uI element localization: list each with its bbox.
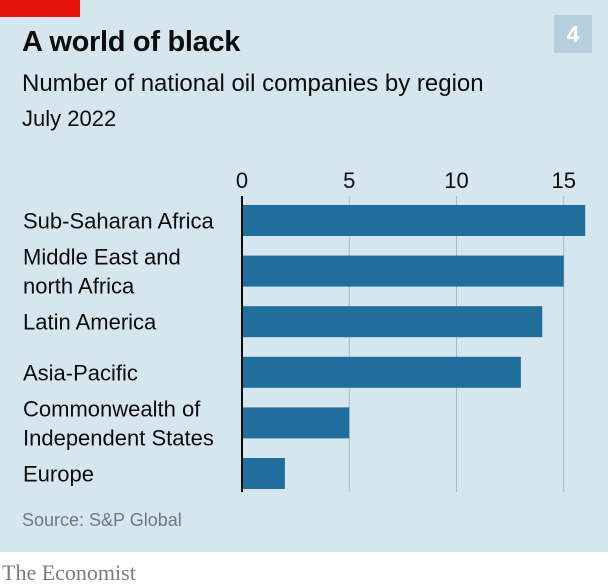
category-label: Independent States [23, 425, 214, 450]
bar [242, 255, 564, 287]
category-label: Asia-Pacific [23, 360, 138, 385]
chart-number-badge: 4 [554, 15, 592, 53]
bar [242, 356, 521, 388]
category-label: Europe [23, 462, 94, 487]
category-label: Middle East and [23, 245, 181, 270]
brand-red-tag [0, 0, 80, 17]
category-label: Latin America [23, 310, 157, 335]
chart-subtitle: Number of national oil companies by regi… [22, 70, 484, 97]
category-label: north Africa [23, 274, 135, 299]
x-tick-label: 15 [552, 168, 576, 193]
publisher-logo: The Economist [2, 560, 136, 585]
category-label: Sub-Saharan Africa [23, 209, 215, 234]
chart-title: A world of black [22, 26, 241, 58]
x-tick-label: 10 [444, 168, 468, 193]
x-tick-label: 0 [236, 168, 248, 193]
source-note: Source: S&P Global [22, 510, 182, 530]
bar [242, 458, 285, 489]
bar [242, 205, 586, 236]
x-tick-label: 5 [343, 168, 355, 193]
bar [242, 407, 350, 439]
bar [242, 306, 543, 338]
bar-chart: 0 5 10 15 Sub-Saharan Africa Middle East and n… [23, 168, 586, 492]
category-label: Commonwealth of [23, 396, 201, 421]
chart-date: July 2022 [22, 106, 117, 131]
